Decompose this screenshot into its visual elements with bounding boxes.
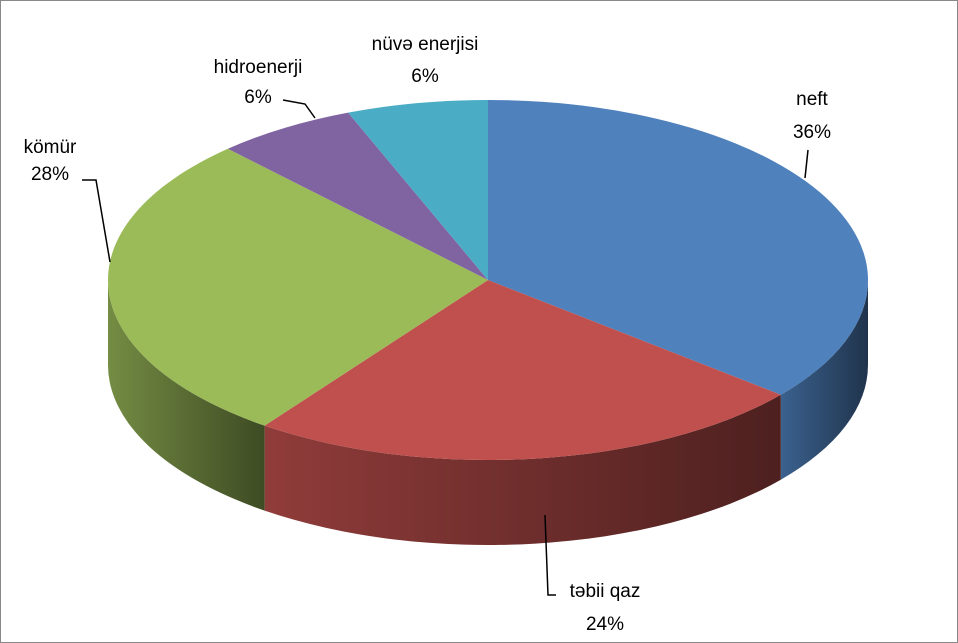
- slice-value: 24%: [586, 614, 624, 635]
- leader-line: [804, 149, 809, 179]
- pie-slice: [227, 112, 488, 281]
- pie-slice: [264, 280, 781, 461]
- pie-slice: [348, 100, 488, 280]
- pie-tops: [107, 100, 868, 461]
- slice-name: neft: [796, 89, 828, 110]
- pie-side: [264, 394, 781, 545]
- pie-slice: [488, 100, 868, 395]
- slice-name: nüvə enerjisi: [372, 34, 479, 55]
- slice-name: təbii qaz: [570, 581, 641, 602]
- pie-sides: [107, 280, 868, 545]
- pie-slice: [107, 148, 489, 426]
- pie-labels: neft 36% təbii qaz 24% kömür 28% hidroenerji 6%…: [24, 34, 832, 635]
- slice-name: kömür: [24, 137, 77, 158]
- slice-value: 36%: [793, 122, 831, 143]
- slice-value: 28%: [31, 164, 69, 185]
- slice-value: 6%: [411, 66, 439, 87]
- leader-line: [544, 514, 556, 596]
- pie-side: [780, 280, 868, 480]
- slice-name: hidroenerji: [214, 57, 303, 78]
- leader-line: [82, 179, 111, 263]
- slice-value: 6%: [244, 87, 272, 108]
- leader-line: [282, 99, 316, 119]
- pie-side: [107, 280, 265, 511]
